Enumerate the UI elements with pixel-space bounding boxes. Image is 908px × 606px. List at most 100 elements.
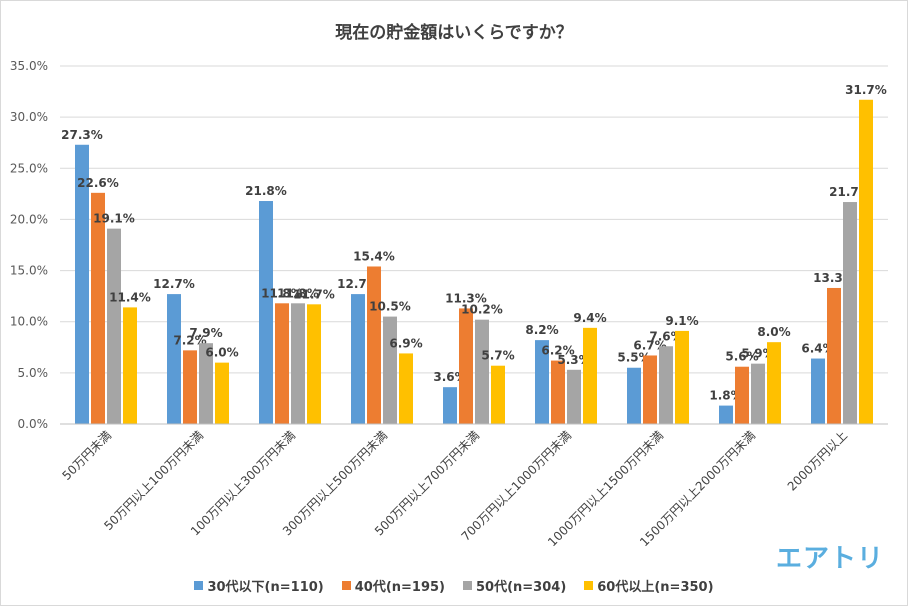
y-tick-label: 10.0% — [10, 315, 48, 329]
data-label: 11.3% — [445, 291, 487, 305]
bar — [627, 367, 641, 424]
y-tick-label: 25.0% — [10, 161, 48, 175]
legend-swatch — [463, 581, 472, 590]
data-label: 19.1% — [93, 212, 135, 226]
y-tick-label: 20.0% — [10, 212, 48, 226]
legend-label: 50代(n=304) — [476, 580, 567, 595]
bar — [183, 350, 197, 424]
data-label: 9.1% — [665, 314, 698, 328]
bar — [215, 362, 229, 424]
legend-item: 50代(n=304) — [463, 576, 566, 595]
x-tick-label: 50万円未満 — [59, 428, 114, 483]
data-label: 7.6% — [649, 329, 682, 343]
bar — [811, 358, 825, 424]
legend-item: 30代以下(n=110) — [194, 576, 324, 595]
bar — [491, 365, 505, 424]
bar — [443, 387, 457, 424]
data-label: 22.6% — [77, 176, 119, 190]
data-label: 9.4% — [573, 311, 606, 325]
bar — [383, 316, 397, 424]
bar — [767, 342, 781, 424]
y-tick-label: 15.0% — [10, 264, 48, 278]
data-label: 27.3% — [61, 128, 103, 142]
data-label: 5.7% — [481, 349, 514, 363]
data-label: 8.0% — [757, 325, 790, 339]
bar — [751, 363, 765, 424]
bar — [551, 360, 565, 424]
data-label: 5.9% — [741, 347, 774, 361]
bar — [199, 343, 213, 424]
bar — [351, 294, 365, 424]
bar — [827, 287, 841, 424]
bar — [75, 144, 89, 424]
data-label: 15.4% — [353, 249, 395, 263]
data-label: 31.7% — [845, 83, 887, 97]
bar — [735, 366, 749, 424]
legend-swatch — [584, 581, 594, 590]
data-label: 6.4% — [801, 342, 834, 356]
legend-item: 60代以上(n=350) — [584, 576, 714, 595]
brand-logo: エアトリ — [776, 544, 885, 574]
legend-item: 40代(n=195) — [341, 576, 445, 595]
data-label: 11.8% — [261, 286, 303, 300]
data-label: 12.7% — [153, 277, 195, 291]
data-label: 11.4% — [109, 290, 151, 304]
legend-label: 30代以下(n=110) — [207, 580, 324, 595]
data-label: 11.8% — [277, 286, 319, 300]
bar — [475, 319, 489, 424]
bar — [275, 303, 289, 424]
bar — [567, 369, 581, 424]
data-label: 10.2% — [461, 303, 503, 317]
bar — [123, 307, 137, 424]
data-label: 10.5% — [369, 300, 411, 314]
bar — [675, 330, 689, 424]
y-tick-label: 30.0% — [10, 110, 48, 124]
data-label: 5.5% — [617, 351, 650, 365]
data-label: 6.0% — [205, 346, 238, 360]
data-label: 6.7% — [633, 338, 666, 352]
data-label: 6.2% — [541, 344, 574, 358]
bar — [843, 202, 857, 424]
data-label: 5.6% — [725, 350, 758, 364]
y-tick-label: 35.0% — [10, 59, 48, 73]
data-label: 8.2% — [525, 323, 558, 337]
data-label: 7.2% — [173, 333, 206, 347]
legend-label: 40代(n=195) — [354, 580, 445, 595]
bar — [643, 355, 657, 424]
data-label: 7.9% — [189, 326, 222, 340]
y-tick-label: 5.0% — [18, 366, 49, 380]
bar — [367, 266, 381, 424]
x-tick-label: 300万円以上500万円未満 — [280, 428, 390, 538]
bar — [659, 346, 673, 424]
x-tick-label: 500万円以上700万円未満 — [372, 428, 482, 538]
y-tick-label: 0.0% — [18, 417, 49, 431]
bar — [307, 304, 321, 424]
bar — [107, 228, 121, 424]
legend-label: 60代以上(n=350) — [597, 580, 714, 595]
bar — [259, 201, 273, 424]
data-label: 3.6% — [433, 370, 466, 384]
x-tick-label: 100万円以上300万円未満 — [188, 428, 298, 538]
bar — [583, 327, 597, 424]
data-label: 11.7% — [293, 287, 335, 301]
data-label: 1.8% — [709, 389, 742, 403]
bar — [719, 405, 733, 424]
bar — [459, 308, 473, 424]
bar — [291, 303, 305, 424]
bar — [399, 353, 413, 424]
data-label: 21.8% — [245, 184, 287, 198]
bar — [91, 192, 105, 424]
data-label: 5.3% — [557, 353, 590, 367]
legend-swatch — [341, 581, 351, 590]
legend-swatch — [194, 581, 204, 590]
bar — [167, 294, 181, 424]
chart-legend: 30代以下(n=110) 40代(n=195) 50代(n=304) 60代以上(n=… — [0, 576, 908, 595]
bar — [535, 340, 549, 424]
x-tick-label: 2000万円以上 — [785, 428, 850, 493]
data-label: 6.9% — [389, 336, 422, 350]
chart-title: 現在の貯金額はいくらですか？ — [335, 23, 573, 43]
x-tick-label: 50万円以上100万円未満 — [101, 428, 206, 533]
bar — [859, 99, 873, 425]
